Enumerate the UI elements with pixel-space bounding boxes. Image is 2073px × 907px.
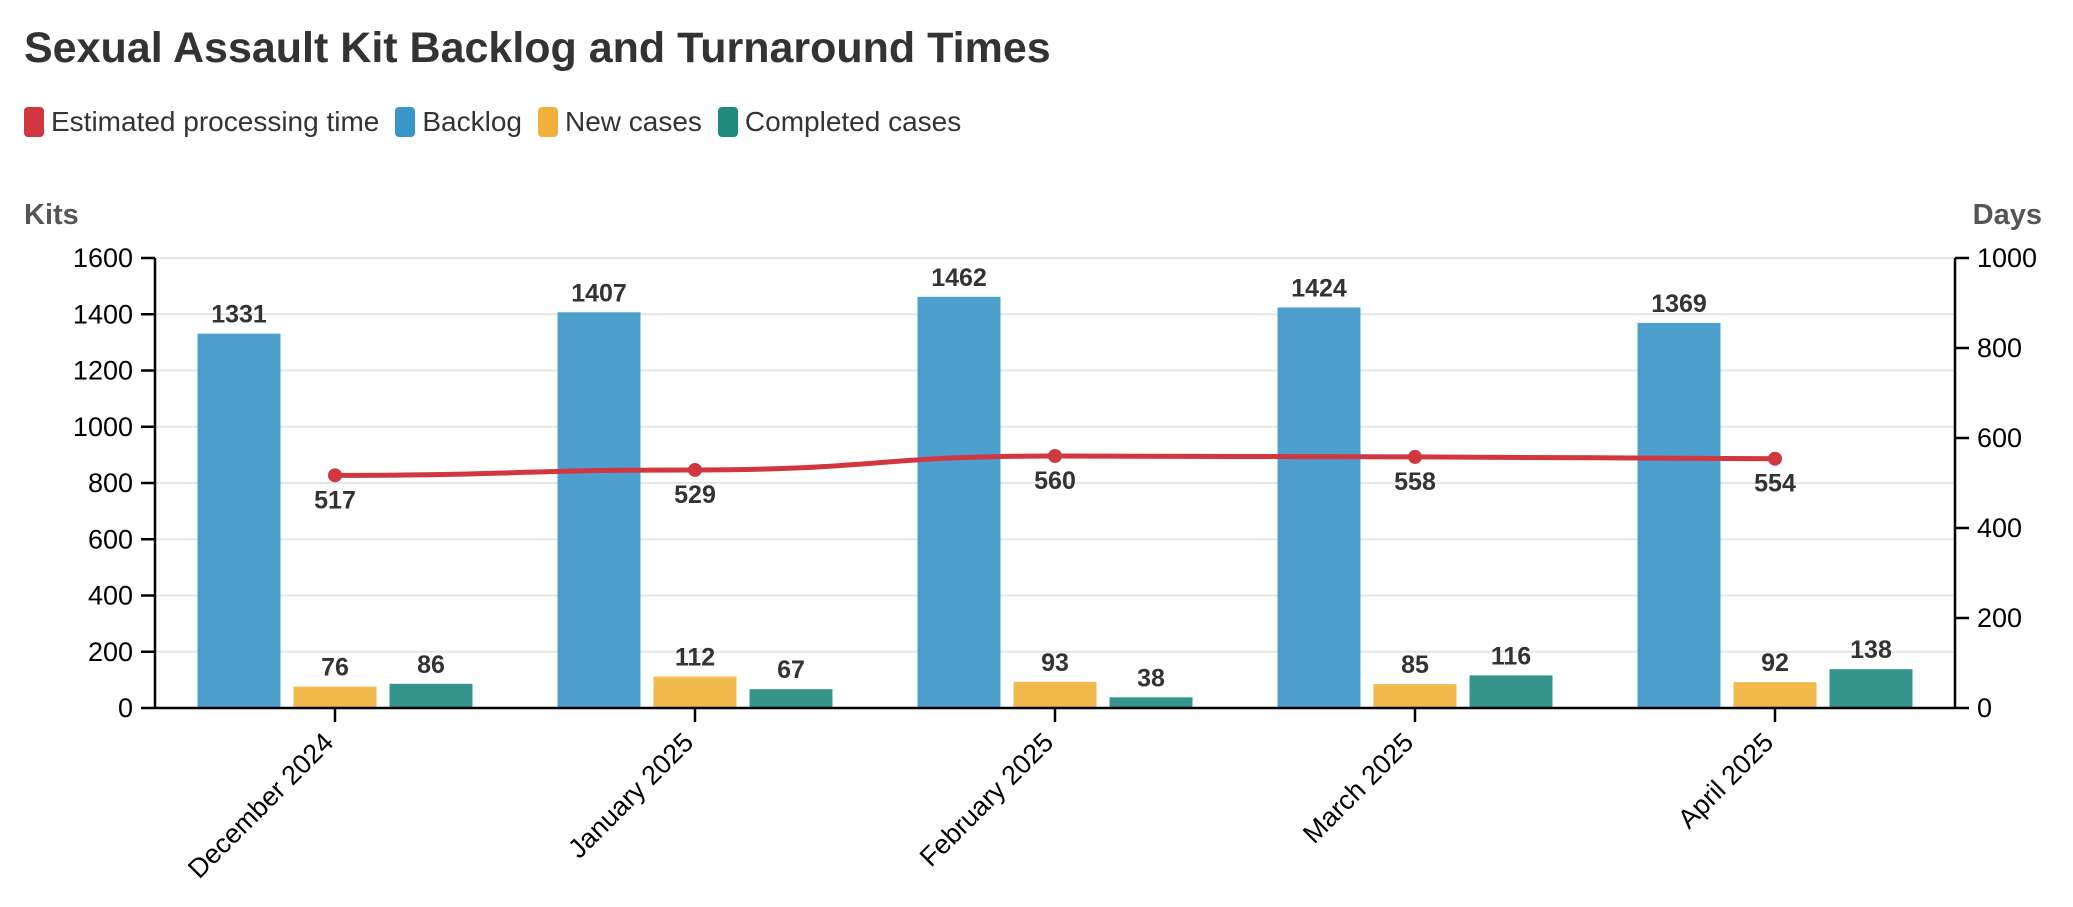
data-label-processing-time: 529 bbox=[674, 481, 716, 509]
data-label-new-cases: 112 bbox=[675, 644, 715, 672]
data-label-backlog: 1369 bbox=[1651, 290, 1707, 318]
bar-new-cases bbox=[293, 686, 377, 708]
legend-label-backlog: Backlog bbox=[422, 106, 522, 137]
bar-backlog bbox=[1277, 307, 1361, 708]
bar-backlog bbox=[917, 296, 1001, 708]
y-right-tick-label: 600 bbox=[1977, 423, 2022, 453]
y-right-tick-label: 1000 bbox=[1977, 243, 2037, 273]
y-left-tick-label: 800 bbox=[88, 468, 133, 498]
processing-time-point bbox=[1408, 449, 1422, 464]
y-right-tick-label: 400 bbox=[1977, 513, 2022, 543]
y-left-tick-label: 1400 bbox=[73, 299, 133, 329]
bar-backlog bbox=[557, 312, 641, 708]
y-left-tick-label: 1200 bbox=[73, 356, 133, 386]
y-left-tick-label: 1600 bbox=[73, 243, 133, 273]
data-label-new-cases: 92 bbox=[1761, 649, 1789, 677]
y-left-tick-label: 0 bbox=[118, 693, 133, 723]
data-label-backlog: 1331 bbox=[211, 301, 267, 329]
legend-item-new-cases[interactable]: New cases bbox=[537, 106, 702, 138]
y-left-tick-label: 400 bbox=[88, 581, 133, 611]
x-tick-label: February 2025 bbox=[914, 727, 1059, 872]
processing-time-point bbox=[1768, 451, 1782, 466]
data-label-processing-time: 554 bbox=[1754, 470, 1796, 498]
x-tick-label: April 2025 bbox=[1672, 727, 1779, 834]
data-label-completed-cases: 116 bbox=[1491, 642, 1531, 670]
bar-new-cases bbox=[1013, 681, 1097, 708]
legend-label-completed-cases: Completed cases bbox=[744, 106, 962, 137]
x-tick-label: January 2025 bbox=[562, 727, 699, 864]
bar-new-cases bbox=[1733, 682, 1817, 708]
legend-swatch-completed-cases bbox=[717, 107, 738, 137]
legend-item-backlog[interactable]: Backlog bbox=[395, 106, 522, 138]
bar-completed-cases bbox=[1109, 697, 1193, 708]
bar-completed-cases bbox=[389, 683, 473, 708]
legend-label-new-cases: New cases bbox=[564, 106, 702, 137]
bar-backlog bbox=[197, 333, 281, 708]
y-right-tick-label: 0 bbox=[1977, 693, 1992, 723]
data-label-processing-time: 517 bbox=[314, 486, 356, 514]
legend-swatch-new-cases bbox=[537, 107, 558, 137]
data-label-completed-cases: 67 bbox=[777, 656, 805, 684]
data-label-backlog: 1424 bbox=[1291, 275, 1347, 303]
processing-time-point bbox=[1048, 449, 1062, 463]
x-tick-label: March 2025 bbox=[1297, 727, 1419, 849]
data-label-processing-time: 560 bbox=[1034, 467, 1076, 495]
processing-time-point bbox=[688, 462, 702, 477]
data-label-completed-cases: 86 bbox=[417, 651, 445, 679]
data-label-new-cases: 85 bbox=[1401, 651, 1429, 679]
legend-item-processing-time[interactable]: Estimated processing time bbox=[24, 106, 379, 138]
y-right-tick-label: 800 bbox=[1977, 333, 2022, 363]
y-left-tick-label: 200 bbox=[88, 637, 133, 667]
bar-new-cases bbox=[653, 676, 737, 708]
legend-item-completed-cases[interactable]: Completed cases bbox=[717, 106, 962, 138]
y-right-tick-label: 200 bbox=[1977, 603, 2022, 633]
data-label-backlog: 1462 bbox=[931, 264, 987, 292]
bar-completed-cases bbox=[1829, 669, 1913, 708]
y-right-axis-title: Days bbox=[1973, 199, 2042, 231]
bar-completed-cases bbox=[749, 689, 833, 708]
data-label-processing-time: 558 bbox=[1394, 468, 1436, 496]
data-label-backlog: 1407 bbox=[571, 279, 627, 307]
bar-completed-cases bbox=[1469, 675, 1553, 708]
y-left-tick-label: 1000 bbox=[73, 412, 133, 442]
bar-backlog bbox=[1637, 322, 1721, 708]
data-label-new-cases: 76 bbox=[321, 654, 349, 682]
processing-time-point bbox=[328, 468, 342, 483]
y-left-tick-label: 600 bbox=[88, 524, 133, 554]
bar-new-cases bbox=[1373, 684, 1457, 708]
y-left-axis-title: Kits bbox=[24, 199, 79, 231]
data-label-completed-cases: 38 bbox=[1137, 664, 1165, 692]
data-label-completed-cases: 138 bbox=[1850, 636, 1892, 664]
legend-swatch-processing-time bbox=[24, 107, 44, 137]
chart-title: Sexual Assault Kit Backlog and Turnaroun… bbox=[24, 24, 1051, 72]
data-label-new-cases: 93 bbox=[1041, 649, 1069, 677]
x-tick-label: December 2024 bbox=[182, 727, 339, 884]
legend: Estimated processing time Backlog New ca… bbox=[24, 106, 977, 138]
legend-swatch-backlog bbox=[395, 107, 416, 137]
legend-label-processing-time: Estimated processing time bbox=[51, 106, 380, 137]
